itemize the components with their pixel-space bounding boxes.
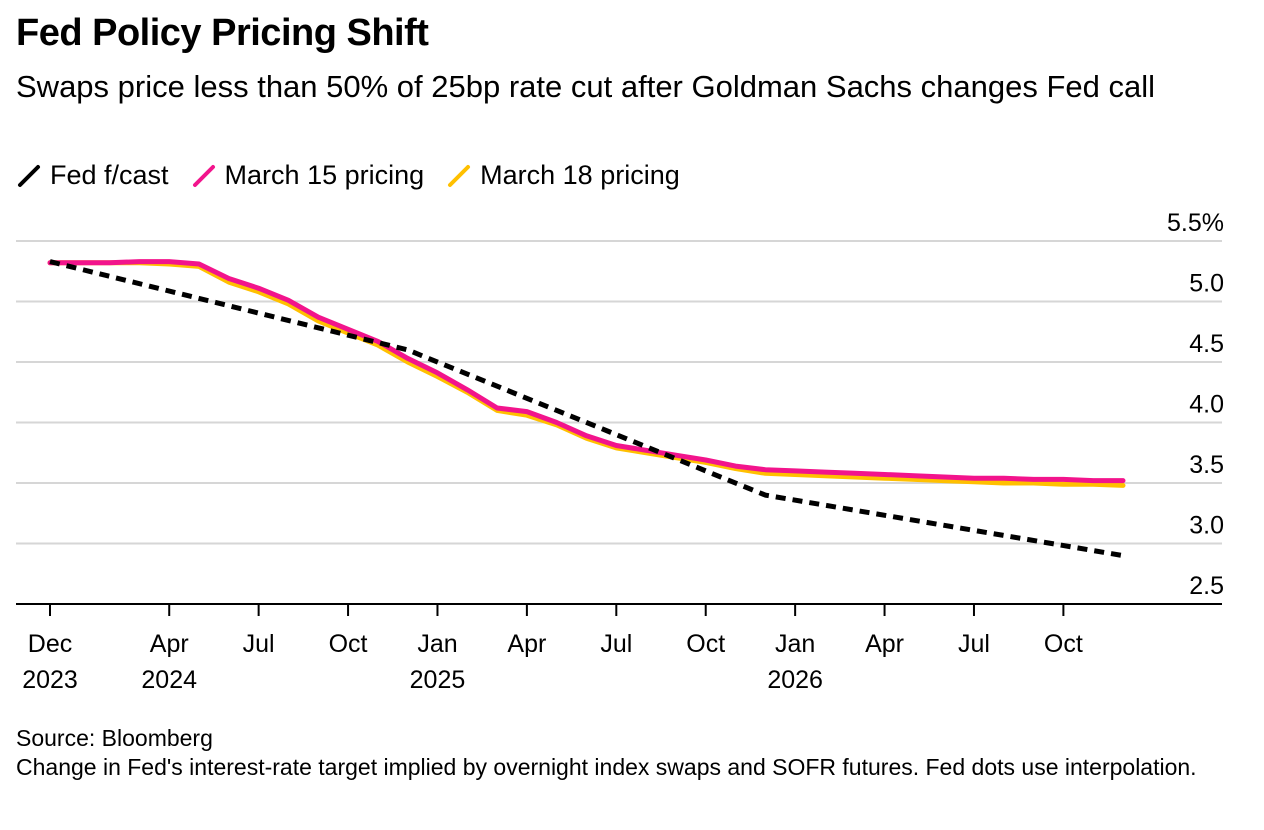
y-tick-label: 3.5 [1189,451,1224,479]
x-tick-label: Oct [329,630,368,658]
series-line-march-18-pricing [47,260,1126,488]
chart-footer: Source: Bloomberg Change in Fed's intere… [16,724,1246,782]
x-tick-label: Oct [1044,630,1083,658]
y-tick-label: 5.0 [1189,270,1224,298]
legend-label-fed-forecast: Fed f/cast [50,160,169,190]
x-tick-label: Jan [775,630,815,658]
source-note: Source: Bloomberg [16,725,213,751]
legend-label-march-15: March 15 pricing [224,160,425,190]
x-tick-label: Jul [958,630,990,658]
legend: Fed f/cast March 15 pricing March 18 pri… [16,160,702,191]
x-tick-label: Apr [150,630,189,658]
x-tick-label: Jul [243,630,275,658]
chart-title: Fed Policy Pricing Shift [16,12,429,54]
x-tick-label: Apr [507,630,546,658]
series-line-fed-f-cast [49,259,1124,559]
legend-swatch-march-15 [192,164,215,187]
y-tick-label: 3.0 [1189,512,1224,540]
x-tick-year-label: 2026 [767,666,823,694]
legend-swatch-fed-forecast [18,164,40,187]
methodology-note: Change in Fed's interest-rate target imp… [16,754,1197,780]
legend-label-march-18: March 18 pricing [480,160,680,190]
x-tick-year-label: 2025 [410,666,466,694]
x-tick-label: Oct [686,630,725,658]
legend-item-march-18: March 18 pricing [446,160,680,191]
legend-item-fed-forecast: Fed f/cast [16,160,169,191]
y-tick-label: 2.5 [1189,572,1224,600]
x-tick-year-label: 2023 [22,666,78,694]
x-tick-label: Jan [417,630,457,658]
legend-swatch-march-18 [448,164,471,187]
legend-item-march-15: March 15 pricing [191,160,425,191]
chart-subtitle: Swaps price less than 50% of 25bp rate c… [16,69,1156,104]
x-tick-label: Dec [28,630,72,658]
y-tick-label: 4.5 [1189,330,1224,358]
y-tick-label: 5.5% [1167,209,1224,237]
y-tick-label: 4.0 [1189,391,1224,419]
series-line-march-15-pricing [47,259,1126,484]
x-tick-year-label: 2024 [141,666,197,694]
x-tick-label: Apr [865,630,904,658]
x-tick-label: Jul [600,630,632,658]
